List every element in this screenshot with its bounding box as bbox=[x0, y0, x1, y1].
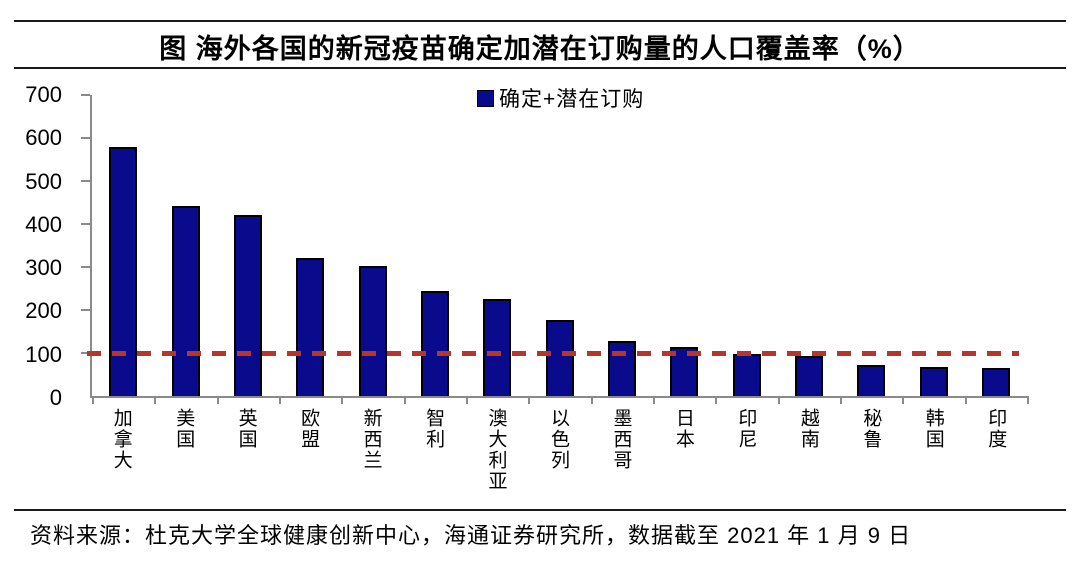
y-axis-tick-label: 100 bbox=[25, 341, 62, 367]
bar-14 bbox=[919, 366, 948, 396]
x-axis-tick bbox=[1027, 396, 1029, 404]
x-axis-tick bbox=[653, 396, 655, 404]
bar-2 bbox=[171, 205, 200, 396]
x-axis-category-label: 新西兰 bbox=[360, 408, 382, 471]
x-axis-tick bbox=[341, 396, 344, 404]
y-axis-tick-label: 400 bbox=[25, 211, 62, 237]
top-rule bbox=[14, 20, 1066, 22]
x-axis-category-label: 美国 bbox=[173, 408, 195, 450]
bar-12 bbox=[794, 356, 823, 396]
y-axis-tick-label: 600 bbox=[25, 125, 62, 151]
x-axis-tick bbox=[964, 396, 967, 404]
x-axis-category-label: 秘鲁 bbox=[860, 408, 882, 450]
x-axis-tick bbox=[715, 396, 718, 404]
y-axis-tick bbox=[81, 137, 90, 139]
x-axis-category-label: 智利 bbox=[423, 408, 445, 450]
reference-line-100pct bbox=[87, 350, 1019, 356]
x-axis-category-label: 以色列 bbox=[548, 408, 569, 471]
y-axis-tick-label: 500 bbox=[25, 168, 62, 194]
x-axis-category-label: 欧盟 bbox=[298, 408, 320, 450]
x-axis-tick bbox=[466, 396, 468, 404]
x-axis-tick bbox=[777, 396, 780, 404]
bar-8 bbox=[545, 319, 574, 396]
x-axis-tick bbox=[279, 396, 281, 404]
title-divider-rule bbox=[14, 67, 1066, 69]
y-axis-tick bbox=[81, 352, 90, 355]
legend-swatch-icon bbox=[477, 89, 494, 107]
y-axis-tick bbox=[81, 266, 90, 268]
y-axis-tick-label: 700 bbox=[25, 82, 62, 107]
x-axis-tick bbox=[403, 396, 406, 404]
footer-divider-rule bbox=[14, 509, 1066, 511]
legend-label: 确定+潜在订购 bbox=[499, 88, 645, 111]
source-note: 资料来源：杜克大学全球健康创新中心，海通证券研究所，数据截至 2021 年 1 … bbox=[30, 523, 912, 548]
x-axis-category-label: 韩国 bbox=[922, 408, 944, 450]
x-axis-category-label: 越南 bbox=[797, 408, 819, 450]
bar-1 bbox=[109, 146, 138, 396]
x-axis-tick bbox=[528, 396, 531, 404]
x-axis-tick bbox=[216, 396, 219, 404]
bar-9 bbox=[607, 340, 636, 396]
y-axis-tick bbox=[81, 309, 90, 312]
x-axis-tick bbox=[840, 396, 842, 404]
y-axis-tick-label: 300 bbox=[25, 255, 62, 281]
x-axis-category-label: 印尼 bbox=[735, 408, 757, 450]
bar-3 bbox=[233, 215, 262, 396]
y-axis-tick-label: 0 bbox=[49, 385, 62, 410]
y-axis-tick bbox=[81, 223, 90, 226]
y-axis-tick-label: 200 bbox=[25, 298, 62, 324]
plot-area bbox=[81, 94, 1029, 404]
x-axis-tick bbox=[902, 396, 905, 404]
bar-5 bbox=[358, 265, 387, 396]
bar-11 bbox=[732, 354, 761, 396]
legend: 确定+潜在订购 bbox=[477, 83, 644, 113]
x-axis-category-label: 墨西哥 bbox=[610, 408, 632, 471]
bar-7 bbox=[483, 299, 512, 396]
bar-6 bbox=[420, 290, 449, 396]
x-axis-category-label: 英国 bbox=[235, 408, 257, 450]
y-axis-tick bbox=[81, 180, 90, 182]
x-axis-category-label: 日本 bbox=[672, 408, 694, 450]
y-axis-tick bbox=[81, 94, 90, 96]
x-axis-tick bbox=[154, 396, 157, 404]
x-axis-labels: 加拿大 美国 英国 欧盟 新西兰 智利 澳大利亚 以色列 墨西哥 日本 印尼 越南 秘鲁 韩国 印度 bbox=[90, 408, 1027, 508]
x-axis-category-label: 加拿大 bbox=[110, 408, 132, 471]
x-axis-category-label: 澳大利亚 bbox=[485, 408, 507, 492]
bar-13 bbox=[857, 365, 886, 396]
bar-4 bbox=[296, 258, 325, 396]
y-axis-labels: 0 100 200 300 400 500 600 700 bbox=[0, 83, 62, 410]
bar-15 bbox=[981, 368, 1010, 396]
x-axis-tick bbox=[92, 396, 94, 404]
x-axis-category-label: 印度 bbox=[985, 408, 1007, 450]
x-axis-tick bbox=[590, 396, 593, 404]
chart-title: 图 海外各国的新冠疫苗确定加潜在订购量的人口覆盖率（%） bbox=[159, 34, 921, 64]
